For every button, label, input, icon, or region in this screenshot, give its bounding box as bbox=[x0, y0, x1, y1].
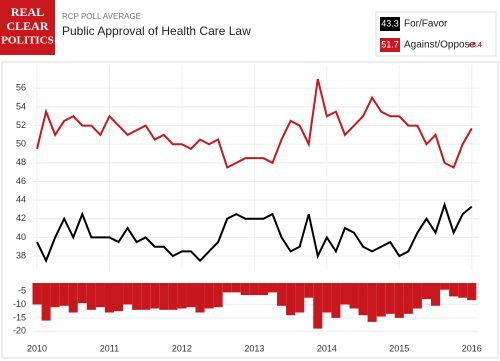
spread-bar bbox=[458, 283, 468, 298]
spread-bar bbox=[367, 283, 377, 322]
spread-bar bbox=[313, 283, 323, 329]
kicker: RCP POLL AVERAGE bbox=[62, 12, 141, 21]
x-tick-label: 2012 bbox=[172, 343, 192, 353]
spread-bar bbox=[358, 283, 368, 316]
spread-bar bbox=[141, 283, 151, 310]
y-tick-label: 42 bbox=[16, 213, 26, 223]
x-tick-label: 2014 bbox=[317, 343, 337, 353]
spread-bar bbox=[59, 283, 69, 306]
y-tick-label: 40 bbox=[16, 232, 26, 242]
y-tick-label: 50 bbox=[16, 139, 26, 149]
series-line bbox=[36, 78, 473, 169]
spread-bar bbox=[86, 283, 96, 310]
legend-swatch bbox=[380, 38, 400, 52]
x-tick-label: 2013 bbox=[244, 343, 264, 353]
spread-bar bbox=[403, 283, 413, 314]
spread-bar bbox=[32, 283, 42, 305]
logo-text: POLITICS bbox=[1, 35, 54, 47]
x-tick-label: 2016 bbox=[462, 343, 482, 353]
y-tick-label: 56 bbox=[16, 83, 26, 93]
spread-bar bbox=[168, 283, 178, 310]
legend-swatch bbox=[380, 17, 400, 31]
title: Public Approval of Health Care Law bbox=[62, 24, 251, 38]
spread-bar bbox=[258, 283, 268, 296]
spread-bar bbox=[132, 283, 142, 310]
legend-label: For/Favor bbox=[404, 19, 448, 30]
y-tick-label: -15 bbox=[13, 312, 26, 322]
y-tick-label: -20 bbox=[13, 326, 26, 336]
spread-bar bbox=[195, 283, 205, 313]
spread-bar bbox=[231, 283, 241, 293]
spread-bar bbox=[385, 283, 395, 314]
spread-bar bbox=[322, 283, 332, 313]
spread-bar bbox=[186, 283, 196, 308]
series-line bbox=[36, 201, 473, 264]
spread-bar bbox=[277, 283, 287, 306]
spread-bar bbox=[349, 283, 359, 309]
spread-bar bbox=[394, 283, 404, 318]
spread-bar bbox=[440, 283, 450, 290]
y-tick-label: 52 bbox=[16, 120, 26, 130]
y-tick-label: 46 bbox=[16, 176, 26, 186]
spread-bar bbox=[412, 283, 422, 309]
legend-value: 43.3 bbox=[381, 18, 399, 28]
spread-bar bbox=[159, 283, 169, 310]
y-tick-label: -10 bbox=[13, 299, 26, 309]
spread-bar bbox=[267, 283, 278, 293]
spread-bar bbox=[240, 283, 250, 296]
y-tick-label: -5 bbox=[18, 285, 26, 295]
spread-bar bbox=[68, 283, 78, 313]
spread-bar bbox=[430, 283, 441, 306]
spread-bar bbox=[41, 283, 51, 321]
spread-bar bbox=[222, 283, 232, 293]
spread-bar bbox=[249, 283, 259, 296]
x-tick-label: 2015 bbox=[389, 343, 409, 353]
chart-frame bbox=[1, 61, 499, 359]
spread-bar bbox=[213, 283, 223, 308]
logo-text: CLEAR bbox=[6, 19, 48, 33]
logo bbox=[0, 0, 55, 55]
spread-bar bbox=[421, 283, 431, 300]
spread-bar bbox=[340, 283, 350, 305]
spread-bar bbox=[114, 283, 124, 312]
spread-bar bbox=[449, 283, 459, 297]
spread-bar bbox=[150, 283, 160, 309]
spread-bar bbox=[331, 283, 341, 318]
spread-bar bbox=[286, 283, 296, 316]
legend-value: 51.7 bbox=[381, 39, 399, 49]
spread-bar bbox=[304, 283, 314, 298]
spread-bar bbox=[204, 283, 214, 309]
spread-bar bbox=[177, 283, 187, 309]
spread-bar bbox=[77, 283, 87, 304]
spread-bar bbox=[467, 283, 477, 301]
legend-box bbox=[375, 11, 497, 57]
y-tick-label: 54 bbox=[16, 101, 26, 111]
spread-bar bbox=[104, 283, 115, 313]
spread-bar bbox=[376, 283, 386, 317]
y-tick-label: 38 bbox=[16, 250, 26, 260]
y-tick-label: 48 bbox=[16, 157, 26, 167]
spread-bar bbox=[123, 283, 133, 305]
y-tick-label: 44 bbox=[16, 194, 26, 204]
spread-bar bbox=[50, 283, 60, 308]
x-tick-label: 2010 bbox=[27, 343, 47, 353]
logo-text: REAL bbox=[11, 5, 44, 19]
x-tick-label: 2011 bbox=[100, 343, 119, 353]
spread-bar bbox=[95, 283, 105, 308]
legend-label: Against/Oppose bbox=[404, 40, 476, 51]
spread-bar bbox=[295, 283, 305, 313]
legend-spread: +8.4 bbox=[468, 42, 482, 49]
